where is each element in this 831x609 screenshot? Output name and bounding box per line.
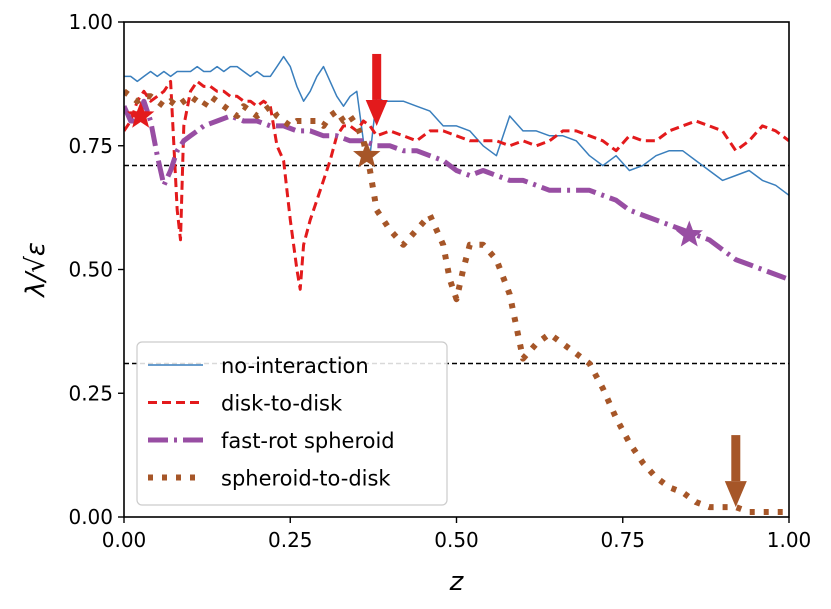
x-tick-label: 1.00: [767, 528, 812, 552]
x-tick-label: 0.75: [600, 528, 645, 552]
legend-label: no-interaction: [221, 354, 369, 378]
legend-box: [136, 341, 448, 506]
y-tick-label: 0.75: [68, 134, 113, 158]
plot-area: [124, 55, 789, 515]
star-marker-1: [353, 141, 381, 168]
axis-ticks: 0.00 0.25 0.50 0.75 1.00 0.00 0.25 0.50 0.75 1.00: [68, 10, 811, 552]
legend-label: fast-rot spheroid: [221, 429, 395, 453]
x-tick-label: 0.00: [102, 528, 147, 552]
legend: no-interaction disk-to-disk fast-rot spher…: [136, 341, 448, 506]
x-tick-label: 0.50: [434, 528, 479, 552]
arrow-marker-0: [365, 53, 388, 126]
arrow-marker-1: [724, 435, 747, 508]
star-marker-0: [126, 101, 155, 128]
y-tick-label: 0.25: [68, 381, 113, 405]
series-line-disk-to-disk: [124, 79, 789, 291]
y-tick-label: 0.50: [68, 258, 113, 282]
legend-label: disk-to-disk: [221, 392, 343, 416]
star-marker-2: [675, 220, 703, 247]
y-tick-label: 0.00: [68, 505, 113, 529]
x-axis-label: z: [449, 567, 465, 597]
y-axis-label: λ/√ε: [21, 242, 51, 299]
x-tick-label: 0.25: [268, 528, 313, 552]
series-line-fast-rot-spheroid: [124, 98, 789, 282]
series-line-no-interaction: [124, 55, 789, 196]
y-tick-label: 1.00: [68, 10, 113, 34]
legend-label: spheroid-to-disk: [221, 467, 391, 491]
